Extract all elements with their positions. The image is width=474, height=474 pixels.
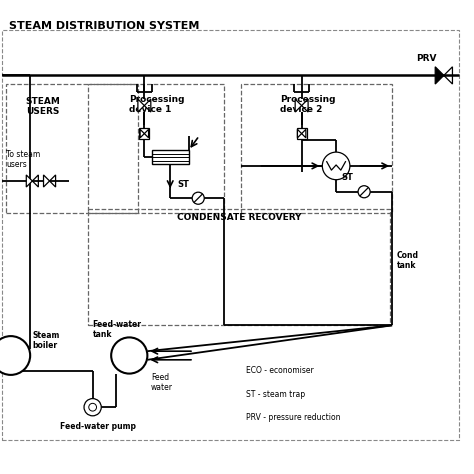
Polygon shape xyxy=(26,175,32,187)
Circle shape xyxy=(322,152,350,180)
Text: Processing
device 1: Processing device 1 xyxy=(129,95,185,114)
Polygon shape xyxy=(295,99,301,112)
Polygon shape xyxy=(138,99,145,112)
Circle shape xyxy=(358,186,370,198)
Text: Steam
boiler: Steam boiler xyxy=(32,331,60,350)
Text: STEAM DISTRIBUTION SYSTEM: STEAM DISTRIBUTION SYSTEM xyxy=(9,21,199,31)
Polygon shape xyxy=(297,129,301,138)
Text: PRV: PRV xyxy=(416,55,437,64)
Bar xyxy=(152,150,189,164)
Bar xyxy=(88,209,390,325)
Bar xyxy=(241,84,392,213)
Text: ST - steam trap: ST - steam trap xyxy=(246,390,305,399)
Text: ST: ST xyxy=(177,180,189,189)
Circle shape xyxy=(192,192,204,204)
Text: Cond
tank: Cond tank xyxy=(396,251,419,270)
Text: STEAM
USERS: STEAM USERS xyxy=(26,97,61,116)
Bar xyxy=(297,128,307,139)
Text: Feed-water pump: Feed-water pump xyxy=(60,422,137,431)
Text: To steam
users: To steam users xyxy=(7,150,41,169)
Polygon shape xyxy=(140,129,145,138)
Bar xyxy=(1,353,20,362)
Text: ECO - economiser: ECO - economiser xyxy=(246,366,313,375)
Bar xyxy=(139,128,149,139)
Text: ST: ST xyxy=(342,173,354,182)
Circle shape xyxy=(0,336,30,375)
Circle shape xyxy=(84,399,101,416)
Text: Feed-water
tank: Feed-water tank xyxy=(92,320,142,339)
Text: CONDENSATE RECOVERY: CONDENSATE RECOVERY xyxy=(177,213,301,222)
Polygon shape xyxy=(435,67,444,84)
Polygon shape xyxy=(44,175,50,187)
Circle shape xyxy=(111,337,147,374)
Bar xyxy=(88,84,224,213)
Text: PRV - pressure reduction: PRV - pressure reduction xyxy=(246,413,340,422)
Text: Processing
device 2: Processing device 2 xyxy=(280,95,336,114)
Bar xyxy=(7,84,138,213)
Text: Feed
water: Feed water xyxy=(151,373,173,392)
